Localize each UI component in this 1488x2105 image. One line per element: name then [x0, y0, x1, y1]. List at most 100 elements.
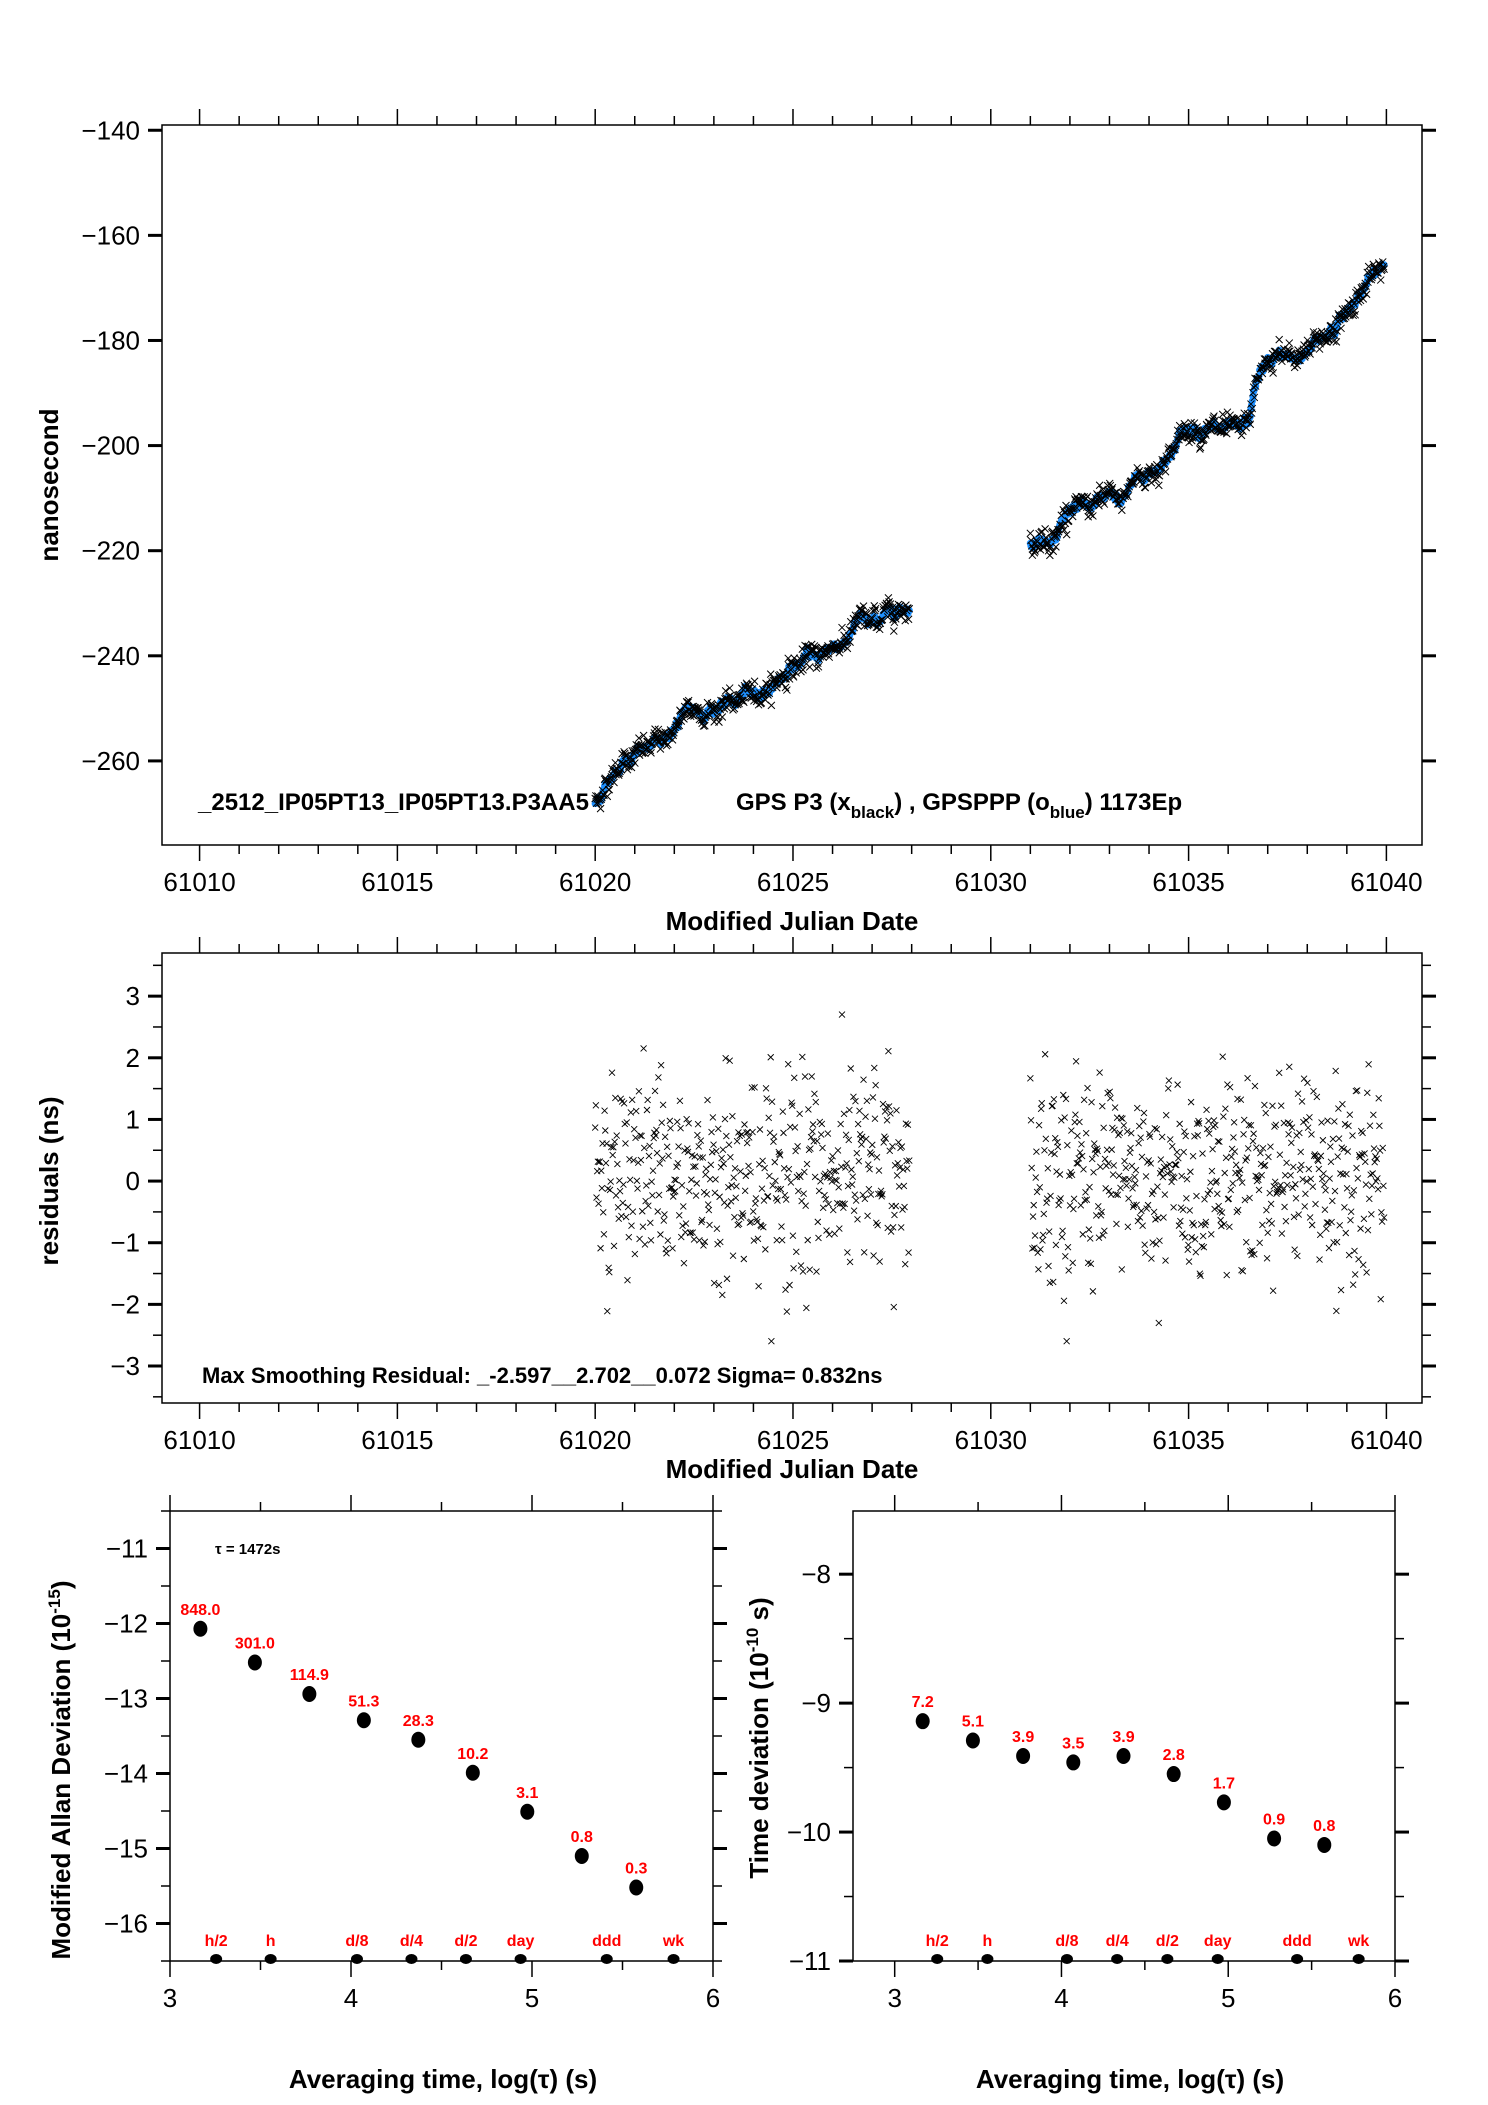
residual-point	[1072, 1111, 1079, 1118]
residual-point	[1368, 1211, 1375, 1218]
x-tick-label: 3	[887, 1983, 901, 2013]
tau-marker-dot	[459, 1954, 472, 1964]
x-tick-label: 61020	[559, 867, 631, 897]
residual-point	[1178, 1172, 1185, 1180]
residual-point	[1281, 1171, 1289, 1179]
residual-point	[1139, 1222, 1146, 1230]
residual-point	[1304, 1124, 1312, 1132]
stability-point	[915, 1713, 930, 1730]
tau-marker-label: wk	[662, 1933, 684, 1950]
residual-point	[1054, 1143, 1062, 1151]
residual-point	[1229, 1180, 1237, 1187]
residual-point	[637, 1156, 645, 1164]
residual-point	[1328, 1218, 1335, 1226]
residual-point	[1310, 1087, 1317, 1095]
residual-point	[1257, 1149, 1264, 1157]
residual-point	[854, 1120, 862, 1128]
x-tick-label: 6	[1388, 1983, 1402, 2013]
residual-point	[628, 1096, 636, 1104]
y-tick-label: −10	[787, 1817, 831, 1847]
gps-p3-point	[1095, 481, 1104, 490]
residual-point	[1076, 1149, 1084, 1156]
tau-marker-dot	[1161, 1954, 1174, 1964]
stability-point	[356, 1712, 371, 1729]
residual-point	[1203, 1125, 1211, 1133]
residual-point	[1355, 1255, 1362, 1263]
residual-point	[867, 1191, 875, 1198]
residual-point	[723, 1275, 731, 1283]
y-tick-label: −11	[789, 1946, 831, 1976]
residual-point	[811, 1173, 819, 1181]
residual-point	[623, 1119, 631, 1126]
tau-marker-dot	[981, 1954, 994, 1964]
residual-point	[890, 1303, 898, 1311]
gps-p3-point	[615, 769, 624, 778]
tau-marker-label: h/2	[205, 1933, 228, 1950]
residual-point	[1353, 1087, 1361, 1094]
residual-point	[846, 1258, 854, 1266]
residual-point	[636, 1235, 643, 1243]
residual-point	[1289, 1163, 1297, 1171]
residual-point	[1166, 1161, 1173, 1168]
residual-point	[1260, 1162, 1268, 1170]
residual-point	[1257, 1160, 1265, 1168]
residual-point	[1306, 1214, 1314, 1221]
residual-point	[630, 1125, 638, 1133]
phase-x-axis-title: Modified Julian Date	[666, 906, 919, 936]
gps-p3-point	[1187, 418, 1195, 427]
residual-point	[733, 1137, 741, 1145]
gps-p3-point	[1197, 436, 1206, 445]
residual-point	[1193, 1192, 1200, 1200]
tau-marker-dot	[1111, 1954, 1124, 1964]
residual-point	[700, 1242, 707, 1249]
residual-point	[1064, 1141, 1071, 1149]
residual-point	[1165, 1077, 1173, 1084]
residual-point	[825, 1231, 833, 1238]
residual-point	[1051, 1134, 1059, 1142]
residual-point	[1047, 1192, 1054, 1200]
gps-p3-point	[1146, 464, 1154, 473]
gps-p3-point	[1202, 431, 1210, 439]
residual-point	[598, 1184, 606, 1192]
residual-point	[887, 1228, 895, 1235]
residual-point	[837, 1120, 844, 1128]
residual-point	[889, 1224, 897, 1231]
residual-point	[1362, 1181, 1370, 1188]
residual-point	[696, 1154, 704, 1161]
residual-point	[1345, 1122, 1352, 1130]
residual-point	[1082, 1189, 1089, 1196]
residual-point	[1335, 1135, 1343, 1142]
residual-point	[591, 1124, 599, 1131]
residual-point	[840, 1110, 848, 1118]
residual-point	[842, 1131, 850, 1139]
stability-point-label: 28.3	[403, 1713, 434, 1730]
residual-point	[1359, 1129, 1366, 1137]
residual-point	[838, 1011, 846, 1018]
residual-point	[717, 1163, 725, 1171]
gps-p3-point	[699, 722, 708, 730]
residual-point	[1100, 1124, 1107, 1132]
residual-point	[613, 1132, 621, 1139]
residual-point	[602, 1159, 610, 1167]
residual-point	[874, 1221, 881, 1229]
residual-point	[896, 1164, 904, 1171]
residual-point	[807, 1133, 815, 1141]
gps-p3-point	[1222, 429, 1231, 438]
residual-point	[813, 1137, 821, 1145]
residual-point	[1317, 1152, 1325, 1160]
residual-point	[680, 1259, 688, 1267]
residual-point	[1077, 1202, 1085, 1209]
residual-point	[619, 1199, 627, 1207]
residual-point	[1114, 1191, 1122, 1199]
residual-point	[1117, 1184, 1124, 1192]
gps-p3-point	[1200, 435, 1208, 444]
residual-point	[1118, 1266, 1126, 1273]
residual-point	[659, 1101, 667, 1109]
residual-point	[1150, 1208, 1158, 1216]
residual-point	[1082, 1129, 1090, 1137]
residual-point	[862, 1135, 870, 1143]
residual-point	[886, 1147, 894, 1155]
residual-point	[796, 1173, 804, 1181]
residual-point	[1074, 1132, 1081, 1140]
gps-p3-point	[767, 701, 776, 710]
